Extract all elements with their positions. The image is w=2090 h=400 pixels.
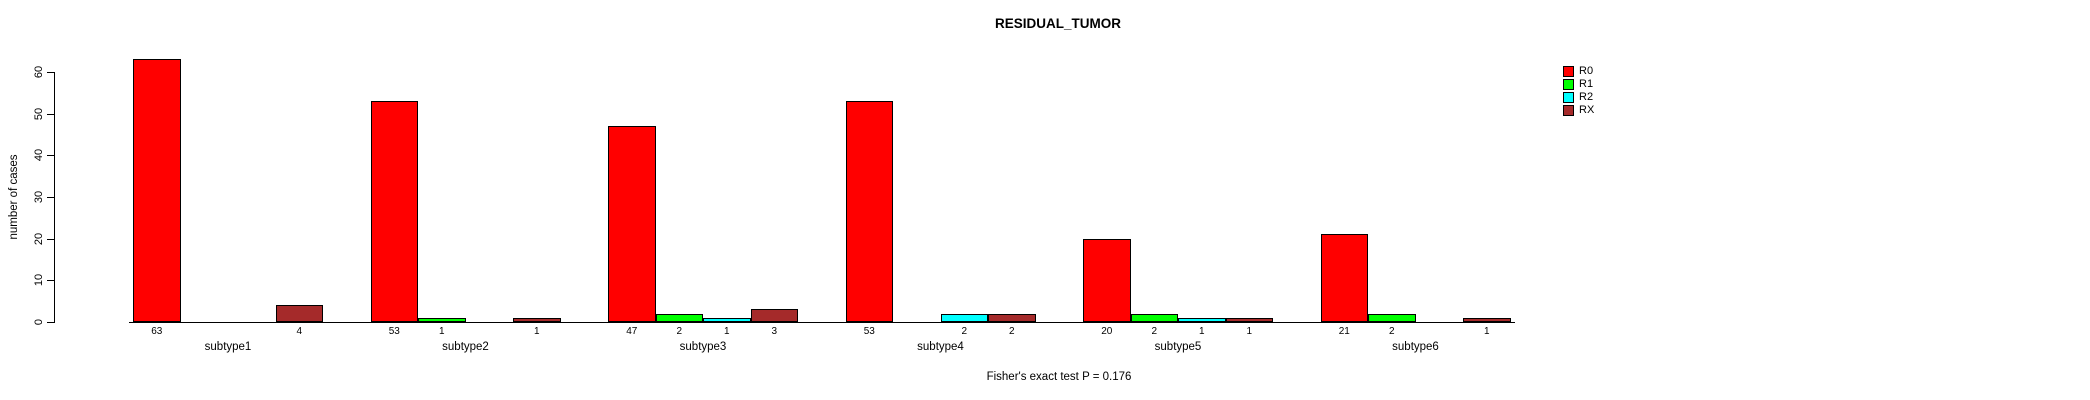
legend-item-R0: R0: [1563, 66, 1594, 77]
bar-value-subtype3-RX: 3: [771, 326, 778, 337]
legend-swatch-R1: [1563, 79, 1574, 90]
y-axis-title: number of cases: [8, 154, 20, 240]
bar-subtype4-RX: [988, 313, 1036, 322]
legend-item-R2: R2: [1563, 92, 1594, 103]
bar-subtype6-R0: [1320, 234, 1368, 322]
bar-value-subtype1-RX: 4: [296, 326, 303, 337]
bar-value-subtype1-R0: 63: [151, 326, 163, 337]
category-label-subtype2: subtype2: [442, 341, 489, 353]
bar-value-subtype3-R0: 47: [626, 326, 638, 337]
y-tick-label: 60: [33, 65, 45, 78]
bar-value-subtype5-R2: 1: [1198, 326, 1205, 337]
bar-subtype1-R0: [133, 59, 181, 322]
category-label-subtype1: subtype1: [204, 341, 252, 353]
bar-subtype4-R2: [940, 313, 988, 322]
category-label-subtype3: subtype3: [679, 341, 727, 353]
bar-value-subtype2-R0: 53: [388, 326, 400, 337]
bar-value-subtype6-R1: 2: [1388, 326, 1395, 337]
legend: R0 R1 R2 RX: [1563, 66, 1594, 118]
legend-label-R2: R2: [1579, 91, 1594, 103]
bar-value-subtype5-RX: 1: [1246, 326, 1253, 337]
y-tick: [47, 155, 54, 157]
legend-label-R1: R1: [1579, 78, 1594, 90]
y-tick-label: 20: [33, 232, 45, 245]
caption-fishers-test: Fisher's exact test P = 0.176: [986, 371, 1132, 383]
bar-subtype6-RX: [1463, 317, 1511, 322]
y-tick: [47, 280, 54, 282]
legend-label-R0: R0: [1579, 65, 1594, 77]
bar-value-subtype6-RX: 1: [1483, 326, 1490, 337]
y-tick-label: 50: [33, 107, 45, 120]
y-tick-label: 10: [33, 274, 45, 287]
bar-subtype5-RX: [1225, 317, 1273, 322]
bar-value-subtype4-R2: 2: [961, 326, 968, 337]
category-label-subtype6: subtype6: [1392, 341, 1439, 353]
bar-value-subtype2-RX: 1: [533, 326, 540, 337]
bar-subtype3-R2: [703, 317, 751, 322]
legend-item-R1: R1: [1563, 79, 1594, 90]
x-baseline: [129, 322, 1515, 323]
category-label-subtype4: subtype4: [917, 341, 964, 353]
y-tick: [47, 196, 54, 198]
legend-swatch-RX: [1563, 105, 1574, 116]
y-tick: [47, 113, 54, 115]
y-tick-label: 40: [33, 149, 45, 162]
bar-value-subtype2-R1: 1: [438, 326, 445, 337]
bar-subtype3-RX: [750, 309, 798, 322]
y-tick-label: 30: [33, 190, 45, 204]
category-label-subtype5: subtype5: [1154, 341, 1202, 353]
bar-subtype5-R2: [1178, 317, 1226, 322]
y-tick-label: 0: [33, 318, 45, 326]
bar-subtype2-R1: [418, 317, 466, 322]
bar-value-subtype3-R2: 1: [723, 326, 730, 337]
bar-value-subtype6-R0: 21: [1338, 326, 1350, 337]
legend-swatch-R2: [1563, 92, 1574, 103]
bar-subtype1-RX: [275, 305, 323, 322]
y-tick: [47, 238, 54, 240]
bar-value-subtype3-R1: 2: [676, 326, 683, 337]
bar-subtype5-R0: [1083, 238, 1131, 322]
y-tick: [47, 322, 54, 323]
legend-label-RX: RX: [1579, 104, 1595, 116]
bar-value-subtype5-R0: 20: [1101, 326, 1113, 337]
chart-title: RESIDUAL_TUMOR: [994, 16, 1122, 31]
bar-subtype3-R1: [655, 313, 703, 322]
bar-subtype2-R0: [370, 100, 418, 322]
bar-value-subtype4-R0: 53: [863, 326, 875, 337]
bar-value-subtype5-R1: 2: [1151, 326, 1158, 337]
bar-subtype3-R0: [608, 126, 656, 322]
legend-item-RX: RX: [1563, 105, 1594, 116]
y-tick: [47, 71, 54, 73]
bar-subtype6-R1: [1368, 313, 1416, 322]
y-axis-line: [54, 71, 55, 323]
legend-swatch-R0: [1563, 66, 1574, 77]
bar-value-subtype4-RX: 2: [1008, 326, 1015, 337]
bar-subtype5-R1: [1130, 313, 1178, 322]
bar-subtype2-RX: [513, 317, 561, 322]
bar-subtype4-R0: [845, 100, 893, 322]
